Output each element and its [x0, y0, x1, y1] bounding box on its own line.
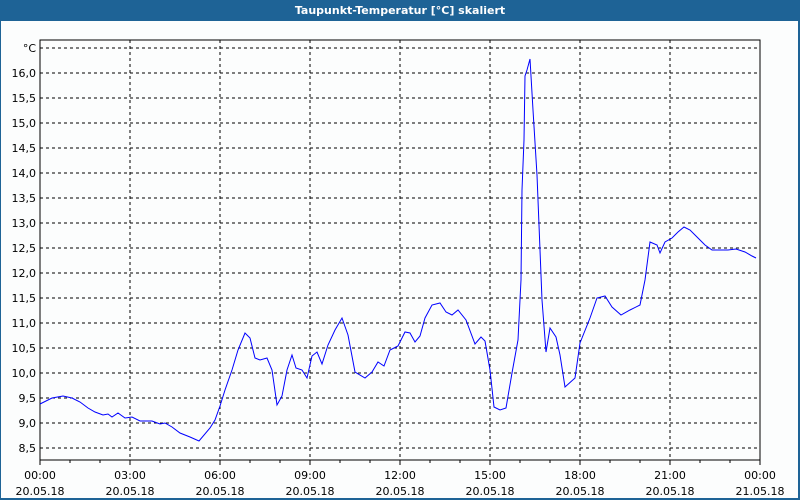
y-tick-label: 14,5: [12, 142, 37, 155]
x-tick-date: 21.05.18: [736, 485, 785, 498]
x-tick-date: 20.05.18: [646, 485, 695, 498]
y-tick-label: 12,0: [12, 267, 37, 280]
x-tick-date: 20.05.18: [16, 485, 65, 498]
y-tick-label: 10,0: [12, 367, 37, 380]
x-tick-date: 20.05.18: [106, 485, 155, 498]
x-tick-time: 18:00: [564, 469, 596, 482]
x-tick-time: 09:00: [294, 469, 326, 482]
chart-title: Taupunkt-Temperatur [°C] skaliert: [0, 0, 800, 21]
y-tick-label: 10,5: [12, 342, 37, 355]
y-tick-label: 8,5: [19, 442, 37, 455]
y-tick-label: 11,0: [12, 317, 37, 330]
dewpoint-series-line: [39, 58, 757, 442]
x-tick-date: 20.05.18: [196, 485, 245, 498]
x-tick-date: 20.05.18: [376, 485, 425, 498]
x-tick-time: 12:00: [384, 469, 416, 482]
x-tick-time: 03:00: [114, 469, 146, 482]
y-tick-label: 9,5: [19, 392, 37, 405]
y-tick-label: 11,5: [12, 292, 37, 305]
y-tick-label: 12,5: [12, 242, 37, 255]
x-tick-date: 20.05.18: [286, 485, 335, 498]
y-tick-label: 13,5: [12, 192, 37, 205]
x-tick-time: 06:00: [204, 469, 236, 482]
y-tick-label: 13,0: [12, 217, 37, 230]
y-tick-label: 9,0: [19, 417, 37, 430]
x-tick-date: 20.05.18: [466, 485, 515, 498]
y-tick-label: 14,0: [12, 167, 37, 180]
y-tick-label: 15,0: [12, 117, 37, 130]
y-tick-label: 16,0: [12, 67, 37, 80]
x-tick-date: 20.05.18: [556, 485, 605, 498]
x-tick-time: 00:00: [24, 469, 56, 482]
x-tick-time: 15:00: [474, 469, 506, 482]
plot-frame: [39, 39, 761, 461]
x-tick-time: 00:00: [744, 469, 776, 482]
x-tick-time: 21:00: [654, 469, 686, 482]
y-tick-label: 15,5: [12, 92, 37, 105]
y-axis-unit-label: °C: [23, 42, 37, 55]
